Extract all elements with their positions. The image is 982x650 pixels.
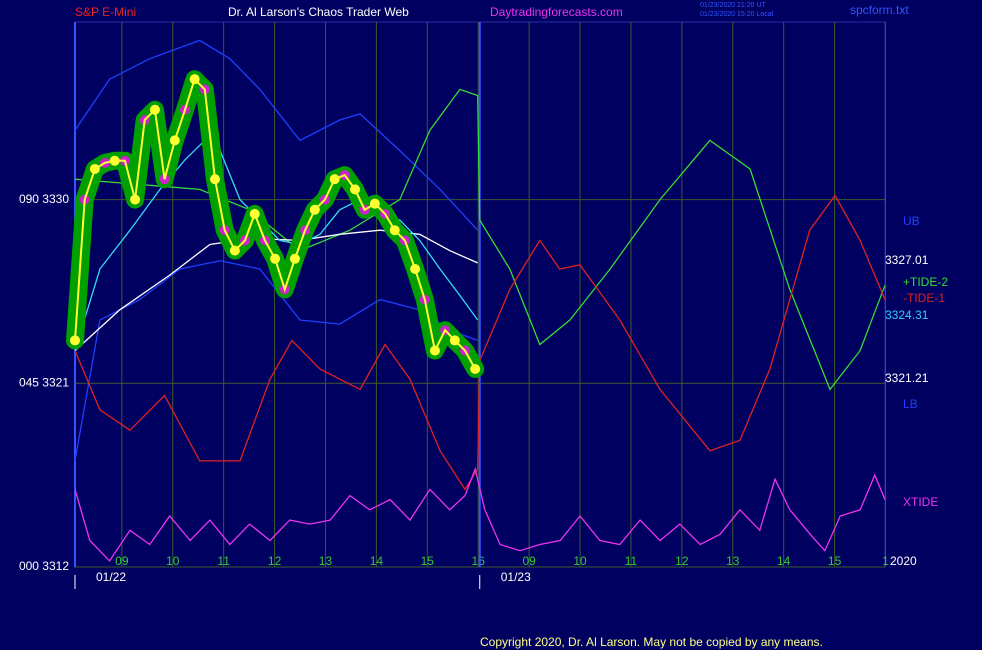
x-tick-label: 14 — [370, 554, 384, 568]
price-level: 3327.01 — [885, 253, 929, 267]
price-dot — [70, 335, 80, 346]
site: Daytradingforecasts.com — [490, 5, 623, 19]
x-tick-label: 11 — [217, 554, 230, 568]
y-tick-label: 090 3330 — [19, 192, 69, 206]
series-label: XTIDE — [903, 495, 938, 509]
chart-title: Dr. Al Larson's Chaos Trader Web — [228, 5, 409, 19]
x-tick-label: 10 — [573, 554, 587, 568]
price-level: 3321.21 — [885, 371, 929, 385]
x-tick-label: 12 — [268, 554, 282, 568]
file-name: spcform.txt — [850, 3, 909, 17]
copyright: Copyright 2020, Dr. Al Larson. May not b… — [480, 635, 823, 649]
symbol: S&P E-Mini — [75, 5, 136, 19]
x-tick-label: 16 — [472, 554, 486, 568]
x-tick-label: 15 — [828, 554, 842, 568]
series-line — [74, 39, 479, 231]
x-tick-label: 09 — [522, 554, 536, 568]
x-tick-label: 15 — [421, 554, 435, 568]
x-tick-label: 10 — [166, 554, 180, 568]
series-line — [74, 194, 886, 491]
y-tick-label: 000 3312 — [19, 559, 69, 573]
series-line — [74, 466, 886, 562]
x-tick-label: 13 — [319, 554, 333, 568]
series-label: +TIDE-2 — [903, 275, 948, 289]
series-line — [74, 88, 886, 391]
x-tick-label: 14 — [777, 554, 791, 568]
price-level: 3324.31 — [885, 308, 929, 322]
x-tick-label: 11 — [625, 554, 638, 568]
session-label: 01/23 — [501, 570, 531, 584]
timestamp: 01/23/2020 21:20 UT — [700, 2, 766, 9]
year: 2020 — [890, 554, 917, 568]
x-tick-label: 1 — [882, 554, 889, 568]
series-line — [74, 77, 477, 370]
series-label: UB — [903, 214, 920, 228]
timestamp: 01/23/2020 15:20 Local — [700, 11, 774, 18]
series-label: -TIDE-1 — [903, 291, 945, 305]
x-tick-label: 12 — [675, 554, 689, 568]
series-label: LB — [903, 397, 918, 411]
session-label: 01/22 — [96, 570, 126, 584]
y-tick-label: 045 3321 — [19, 375, 69, 389]
x-tick-label: 13 — [726, 554, 740, 568]
x-tick-label: 09 — [115, 554, 129, 568]
